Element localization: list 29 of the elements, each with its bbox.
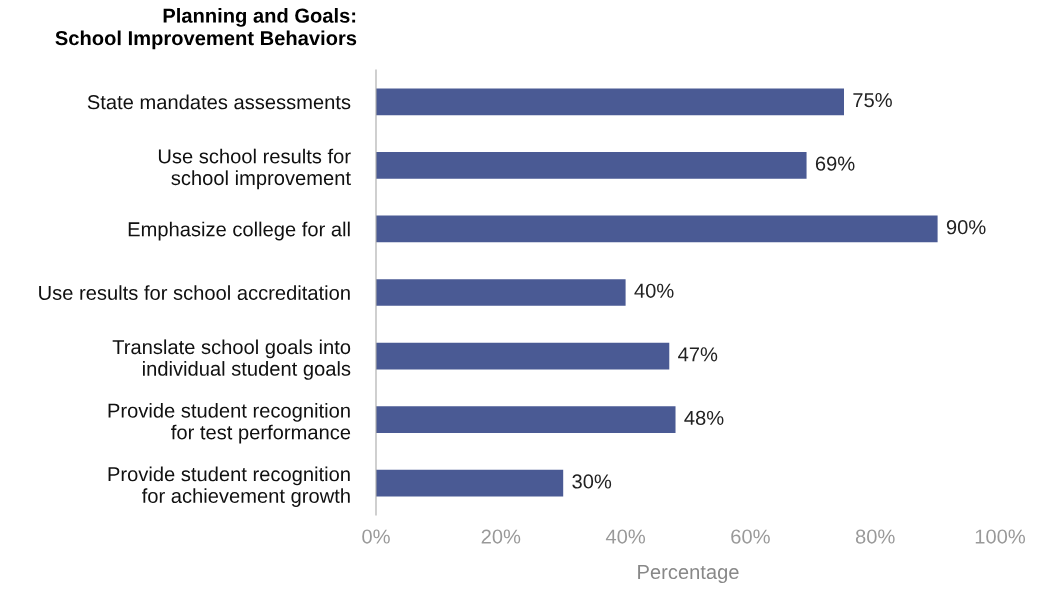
bar [376,406,676,433]
x-tick-label: 0% [362,529,390,544]
y-tick-label: Provide student recognition for achievement growth [108,466,350,507]
bar [376,342,670,370]
bar [376,215,938,243]
data-label: 48% [684,410,724,426]
x-tick-label: 20% [481,529,521,544]
data-label: 30% [572,474,612,489]
y-tick-label: Emphasize college for all [128,221,350,241]
data-label: 69% [815,156,855,171]
x-tick-label: 80% [855,529,895,544]
data-label: 47% [678,347,718,362]
y-tick-label: Translate school goals into individual student goals [112,339,351,380]
data-label: 75% [853,93,892,108]
y-tick-label: State mandates assessments [87,94,351,110]
y-tick-label: Use results for school accreditation [39,285,350,300]
x-tick-label: 40% [605,529,646,544]
data-label: 40% [634,283,674,298]
y-tick-label: Provide student recognition for test performance [108,402,351,444]
bar [376,152,807,179]
x-axis-title: Percentage [638,565,739,584]
text: Planning and Goals: School Improvement Behaviors [55,8,357,50]
data-label: 90% [946,220,986,235]
bar [376,88,844,116]
bar [376,279,626,306]
y-tick-label: Use school results for school improvement [158,148,351,190]
x-tick-label: 100% [975,529,1026,544]
bar [376,469,564,497]
x-tick-label: 60% [731,529,770,544]
